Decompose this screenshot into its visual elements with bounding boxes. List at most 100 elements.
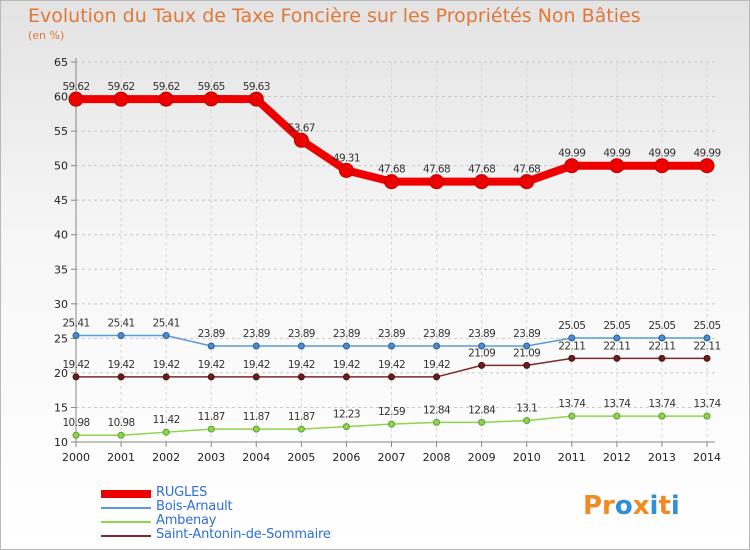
data-point (433, 342, 441, 350)
data-label: 12.84 (423, 404, 451, 416)
data-label: 19.42 (243, 359, 270, 371)
data-point (388, 342, 395, 350)
data-point (162, 332, 170, 340)
data-label: 25.05 (648, 320, 675, 332)
legend-label: Bois-Arnault (156, 499, 233, 514)
data-point (703, 354, 711, 362)
data-point (433, 418, 441, 426)
logo-letter: i (670, 491, 680, 521)
data-label: 13.74 (558, 398, 586, 410)
y-tick-label: 35 (54, 263, 68, 276)
y-tick-label: 40 (54, 229, 68, 242)
legend-swatch (101, 535, 151, 537)
data-point (297, 425, 305, 433)
data-point (248, 91, 264, 107)
data-point (658, 354, 666, 362)
data-label: 47.68 (513, 164, 540, 176)
data-point (207, 342, 215, 350)
data-label: 22.11 (648, 340, 675, 352)
data-point (699, 158, 715, 174)
data-label: 59.65 (198, 81, 225, 93)
x-tick-label: 2012 (603, 451, 631, 464)
y-tick-label: 25 (54, 332, 68, 345)
legend-label: Ambenay (156, 513, 217, 528)
data-label: 49.99 (603, 148, 630, 160)
data-point (568, 354, 576, 362)
data-label: 23.89 (378, 328, 405, 340)
legend-swatch (101, 490, 151, 498)
x-tick-label: 2008 (423, 451, 451, 464)
data-point (519, 174, 535, 190)
data-label: 22.11 (603, 340, 630, 352)
data-label: 23.89 (468, 328, 495, 340)
data-label: 21.09 (513, 347, 540, 359)
data-point (162, 373, 170, 381)
data-point (384, 174, 399, 190)
data-point (117, 332, 125, 340)
x-tick-label: 2003 (197, 451, 225, 464)
data-label: 19.42 (108, 359, 135, 371)
data-label: 59.62 (153, 81, 180, 93)
logo-letter: i (649, 491, 659, 521)
y-tick-label: 60 (54, 91, 68, 104)
data-point (474, 174, 490, 190)
x-tick-label: 2009 (468, 451, 496, 464)
legend-swatch (101, 507, 151, 509)
x-tick-label: 2005 (287, 451, 315, 464)
data-label: 59.63 (243, 81, 270, 93)
data-point (207, 373, 215, 381)
data-label: 25.41 (108, 318, 135, 330)
data-point (297, 342, 305, 350)
y-tick-label: 10 (54, 436, 68, 449)
x-tick-label: 2004 (242, 451, 270, 464)
x-tick-label: 2010 (513, 451, 541, 464)
data-label: 11.87 (288, 411, 315, 423)
y-tick-label: 65 (54, 56, 68, 69)
data-point (68, 91, 84, 107)
data-point (523, 361, 531, 369)
x-tick-label: 2007 (378, 451, 406, 464)
data-point (478, 342, 486, 350)
data-label: 10.98 (108, 417, 135, 429)
data-point (478, 361, 486, 369)
logo-letter: x (632, 491, 650, 521)
data-point (338, 162, 354, 178)
data-label: 19.42 (333, 359, 360, 371)
data-point (388, 373, 395, 381)
legend-label: RUGLES (156, 485, 208, 500)
x-tick-label: 2011 (558, 451, 586, 464)
data-label: 53.67 (288, 122, 315, 134)
data-point (252, 342, 260, 350)
data-label: 25.05 (558, 320, 585, 332)
data-label: 13.74 (648, 398, 676, 410)
data-label: 47.68 (423, 164, 450, 176)
logo-letter: t (658, 491, 671, 521)
data-point (203, 91, 219, 107)
data-label: 12.84 (468, 404, 496, 416)
data-point (342, 373, 350, 381)
data-label: 13.74 (603, 398, 631, 410)
data-point (478, 418, 486, 426)
data-point (433, 373, 441, 381)
data-label: 19.42 (423, 359, 450, 371)
data-point (342, 342, 350, 350)
y-tick-label: 55 (54, 125, 68, 138)
data-label: 10.98 (62, 417, 89, 429)
data-point (609, 158, 625, 174)
data-label: 19.42 (62, 359, 89, 371)
y-tick-label: 20 (54, 367, 68, 380)
data-point (162, 428, 170, 436)
data-label: 25.05 (693, 320, 720, 332)
data-point (388, 420, 395, 428)
data-label: 11.87 (198, 411, 225, 423)
data-label: 23.89 (198, 328, 225, 340)
data-point (523, 417, 531, 425)
data-label: 25.41 (153, 318, 180, 330)
data-label: 11.42 (153, 414, 180, 426)
data-label: 49.99 (648, 148, 675, 160)
data-label: 19.42 (198, 359, 225, 371)
data-point (72, 332, 80, 340)
data-point (613, 334, 621, 342)
